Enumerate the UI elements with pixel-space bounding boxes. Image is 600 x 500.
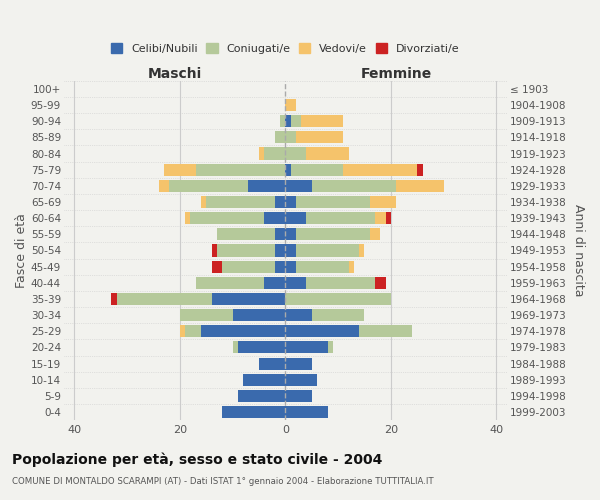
Bar	[312, 180, 396, 192]
Bar	[233, 342, 238, 353]
Bar	[169, 180, 248, 192]
Bar	[286, 180, 312, 192]
Bar	[259, 148, 264, 160]
Bar	[238, 390, 286, 402]
Bar	[275, 244, 286, 256]
Bar	[275, 228, 286, 240]
Bar	[201, 325, 286, 338]
Bar	[386, 212, 391, 224]
Bar	[164, 164, 196, 176]
Bar	[396, 180, 443, 192]
Bar	[375, 276, 386, 289]
Bar	[328, 342, 333, 353]
Bar	[296, 196, 370, 208]
Bar	[264, 276, 286, 289]
Bar	[116, 293, 212, 305]
Bar	[286, 358, 312, 370]
Bar	[286, 212, 307, 224]
Bar	[296, 132, 343, 143]
Bar	[290, 115, 301, 128]
Bar	[159, 180, 169, 192]
Bar	[286, 309, 312, 321]
Bar	[212, 260, 222, 272]
Bar	[206, 196, 275, 208]
Bar	[286, 325, 359, 338]
Text: Popolazione per età, sesso e stato civile - 2004: Popolazione per età, sesso e stato civil…	[12, 452, 382, 467]
Bar	[286, 115, 290, 128]
Bar	[359, 325, 412, 338]
Bar	[286, 276, 307, 289]
Bar	[307, 276, 375, 289]
Bar	[286, 260, 296, 272]
Bar	[375, 212, 386, 224]
Bar	[264, 148, 286, 160]
Bar	[196, 164, 286, 176]
Y-axis label: Anni di nascita: Anni di nascita	[572, 204, 585, 296]
Bar	[222, 260, 275, 272]
Bar	[196, 276, 264, 289]
Legend: Celibi/Nubili, Coniugati/e, Vedovi/e, Divorziati/e: Celibi/Nubili, Coniugati/e, Vedovi/e, Di…	[107, 39, 464, 58]
Bar	[343, 164, 417, 176]
Bar	[217, 228, 275, 240]
Bar	[286, 228, 296, 240]
Bar	[248, 180, 286, 192]
Bar	[217, 244, 275, 256]
Bar	[296, 260, 349, 272]
Bar	[301, 115, 343, 128]
Bar	[259, 358, 286, 370]
Bar	[286, 374, 317, 386]
Bar	[201, 196, 206, 208]
Text: COMUNE DI MONTALDO SCARAMPI (AT) - Dati ISTAT 1° gennaio 2004 - Elaborazione TUT: COMUNE DI MONTALDO SCARAMPI (AT) - Dati …	[12, 478, 434, 486]
Bar	[307, 212, 375, 224]
Bar	[275, 132, 286, 143]
Bar	[185, 212, 190, 224]
Bar	[243, 374, 286, 386]
Bar	[286, 406, 328, 418]
Bar	[286, 196, 296, 208]
Bar	[296, 244, 359, 256]
Bar	[286, 390, 312, 402]
Bar	[370, 228, 380, 240]
Bar	[264, 212, 286, 224]
Bar	[111, 293, 116, 305]
Bar	[286, 132, 296, 143]
Bar	[275, 260, 286, 272]
Bar	[275, 196, 286, 208]
Y-axis label: Fasce di età: Fasce di età	[15, 213, 28, 288]
Bar	[233, 309, 286, 321]
Bar	[286, 342, 328, 353]
Bar	[212, 293, 286, 305]
Bar	[286, 293, 391, 305]
Text: Maschi: Maschi	[148, 67, 202, 81]
Bar	[286, 244, 296, 256]
Bar	[312, 309, 364, 321]
Bar	[212, 244, 217, 256]
Bar	[349, 260, 354, 272]
Bar	[359, 244, 364, 256]
Bar	[307, 148, 349, 160]
Bar	[286, 164, 290, 176]
Bar	[286, 99, 296, 111]
Bar	[222, 406, 286, 418]
Bar	[417, 164, 422, 176]
Bar	[286, 148, 307, 160]
Bar	[296, 228, 370, 240]
Bar	[238, 342, 286, 353]
Bar	[280, 115, 286, 128]
Bar	[185, 325, 201, 338]
Bar	[190, 212, 264, 224]
Bar	[370, 196, 396, 208]
Bar	[180, 325, 185, 338]
Bar	[180, 309, 233, 321]
Bar	[290, 164, 343, 176]
Text: Femmine: Femmine	[361, 67, 432, 81]
